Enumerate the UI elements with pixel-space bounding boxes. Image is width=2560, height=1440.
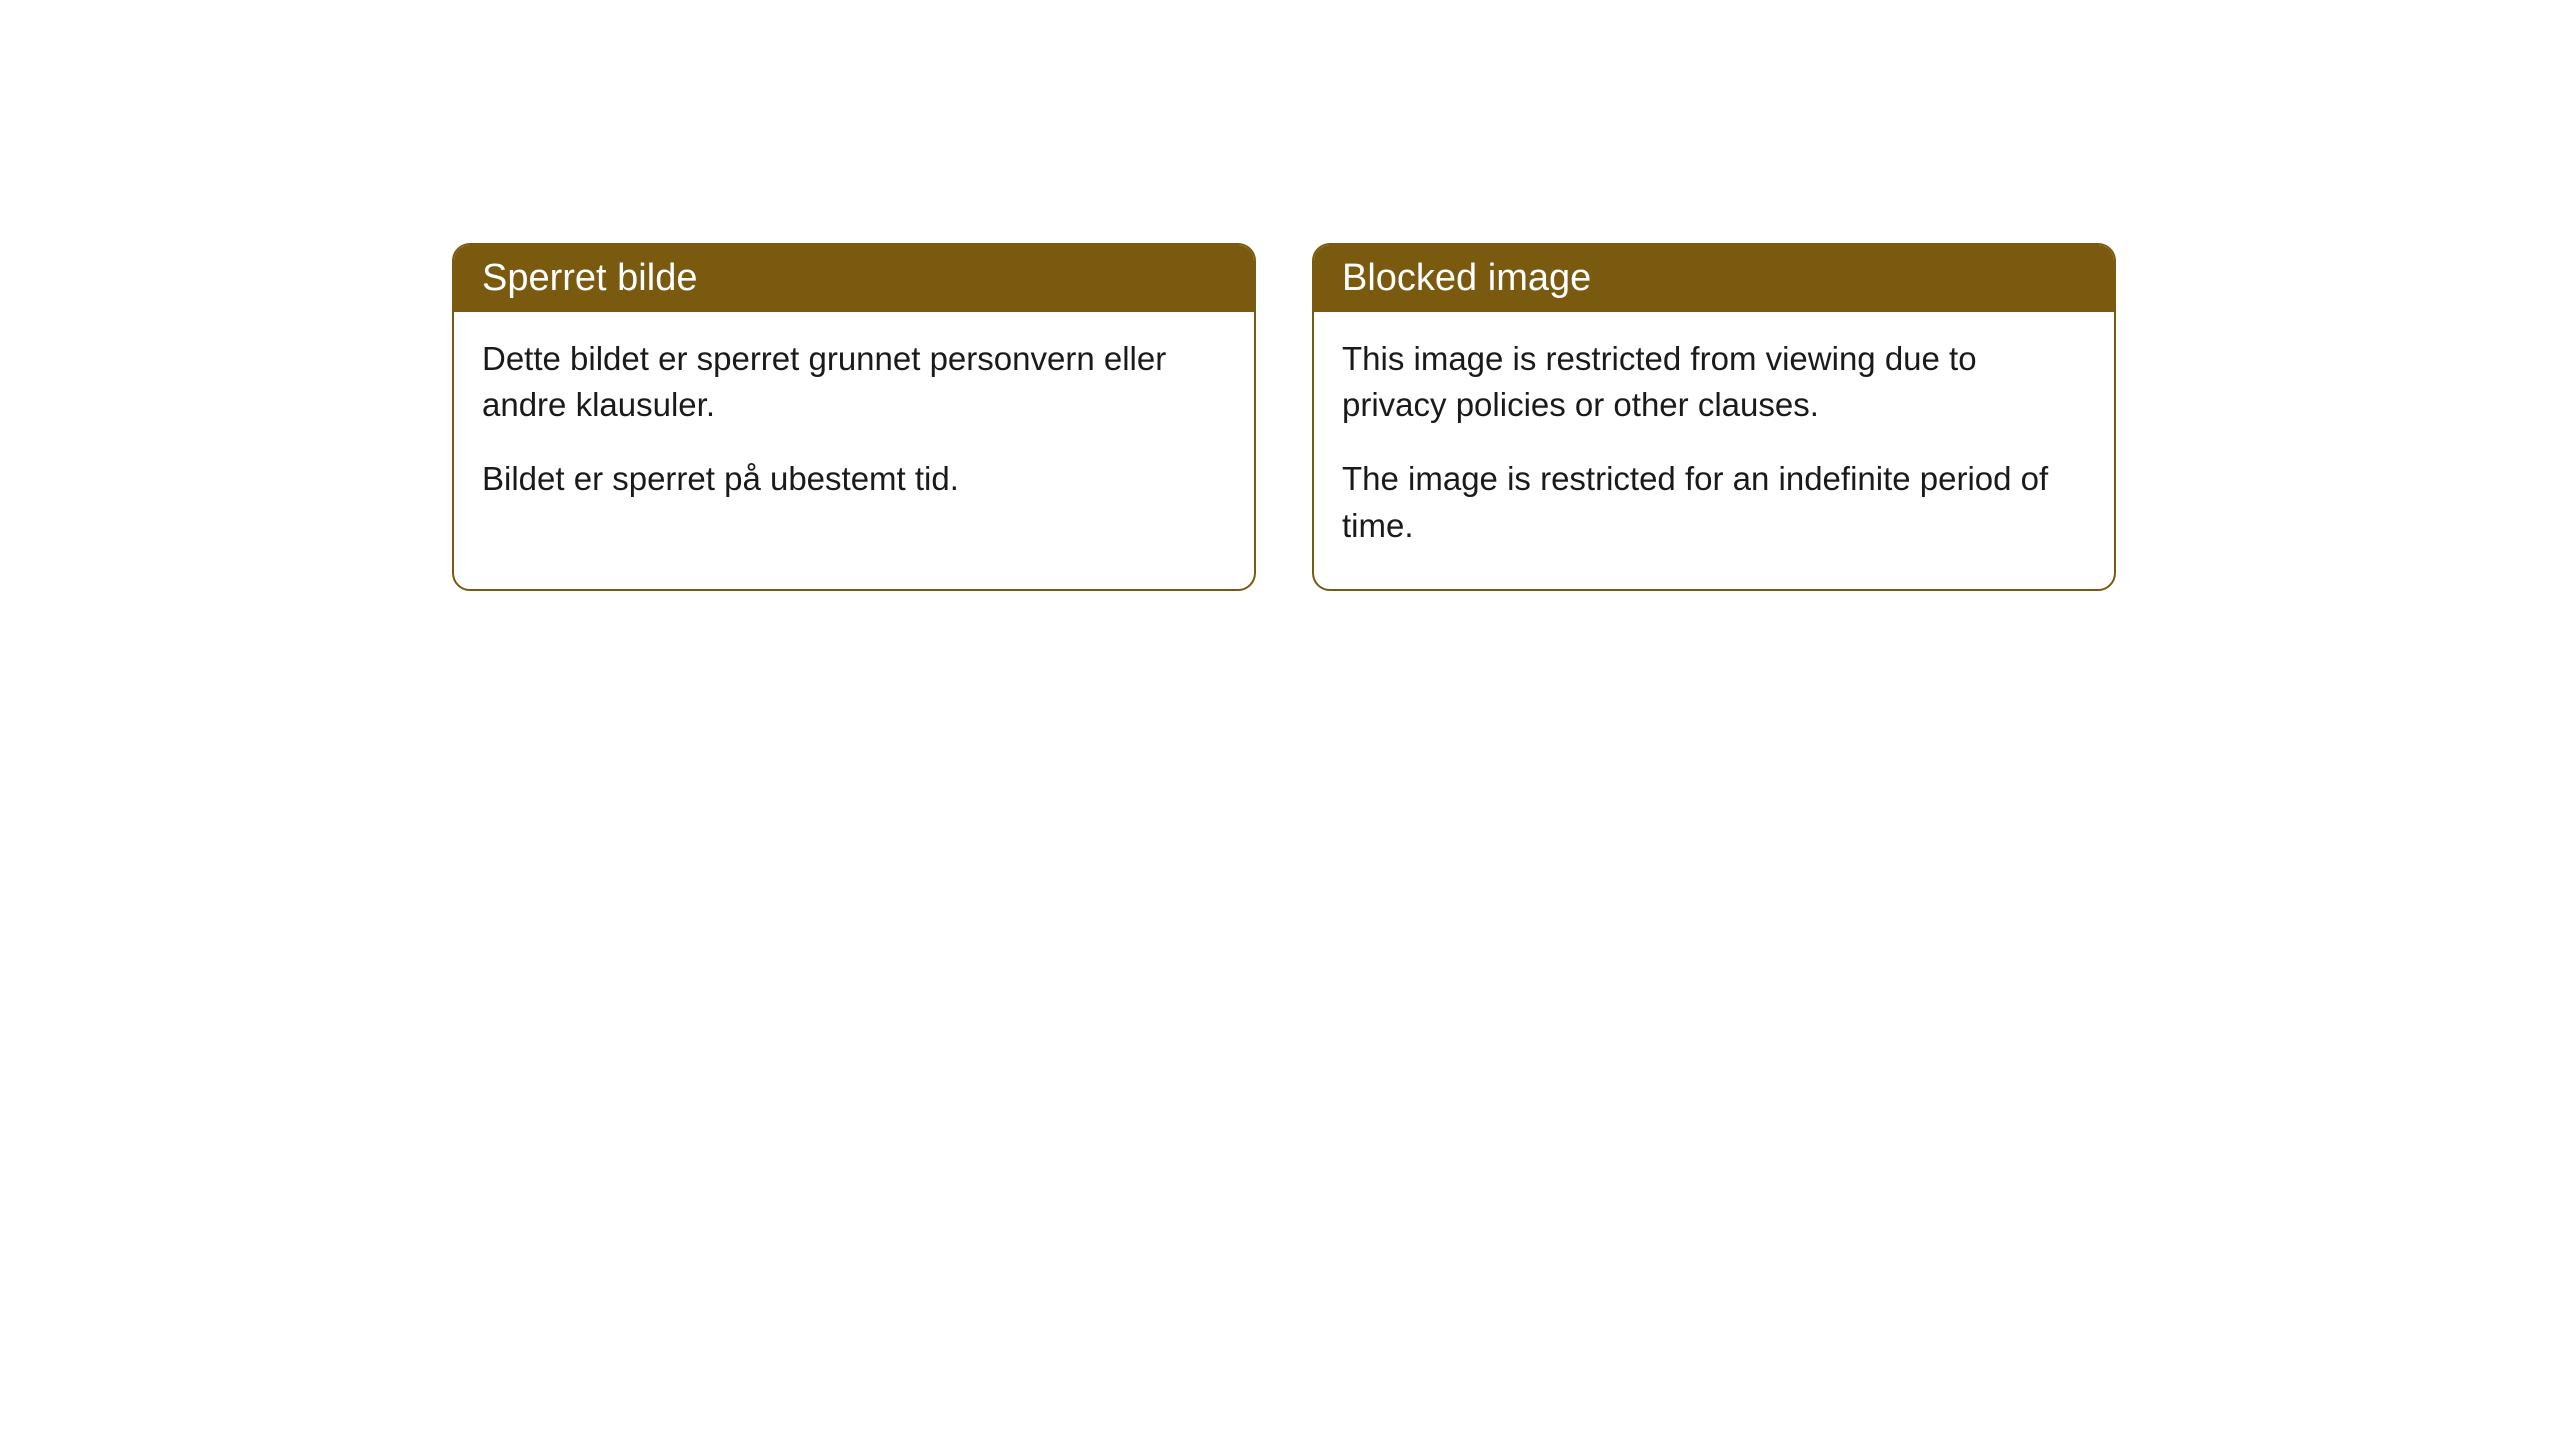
card-header-english: Blocked image xyxy=(1314,245,2114,312)
card-text-norwegian-1: Dette bildet er sperret grunnet personve… xyxy=(482,336,1226,428)
notice-card-norwegian: Sperret bilde Dette bildet er sperret gr… xyxy=(452,243,1256,591)
card-title-norwegian: Sperret bilde xyxy=(482,257,697,299)
card-text-norwegian-2: Bildet er sperret på ubestemt tid. xyxy=(482,456,1226,502)
notice-card-english: Blocked image This image is restricted f… xyxy=(1312,243,2116,591)
card-header-norwegian: Sperret bilde xyxy=(454,245,1254,312)
card-body-norwegian: Dette bildet er sperret grunnet personve… xyxy=(454,312,1254,543)
card-text-english-2: The image is restricted for an indefinit… xyxy=(1342,456,2086,548)
card-title-english: Blocked image xyxy=(1342,257,1591,299)
card-body-english: This image is restricted from viewing du… xyxy=(1314,312,2114,589)
notice-cards-container: Sperret bilde Dette bildet er sperret gr… xyxy=(452,243,2116,591)
card-text-english-1: This image is restricted from viewing du… xyxy=(1342,336,2086,428)
